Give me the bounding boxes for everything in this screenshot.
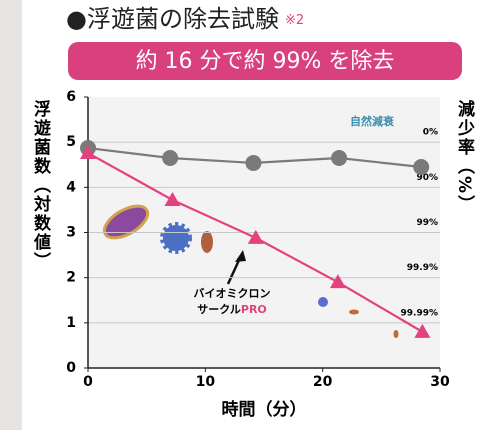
chart-title: ●浮遊菌の除去試験 ※2: [66, 5, 304, 33]
y2-tick-label: 99.9%: [407, 263, 438, 273]
y2-tick-label: 99%: [416, 218, 438, 228]
x-tick-label: 20: [313, 374, 333, 390]
annotation-suffix: PRO: [241, 303, 267, 316]
page-edge: [0, 0, 22, 430]
x-tick-label: 30: [430, 374, 450, 390]
microbe: [160, 222, 192, 254]
y-tick-label: 3: [66, 225, 76, 241]
annotation-arrowhead: [235, 250, 246, 262]
data-point: [331, 149, 348, 166]
data-point: [247, 229, 264, 244]
y2-tick-label: 0%: [423, 128, 438, 138]
subtitle: 約 16 分で約 99% を除去: [136, 49, 395, 74]
title-note: ※2: [285, 13, 304, 28]
y-tick-label: 6: [66, 89, 76, 105]
data-point: [329, 274, 346, 289]
microbe: [393, 330, 399, 338]
data-point: [164, 191, 181, 206]
data-point: [162, 149, 179, 166]
title-text: ●浮遊菌の除去試験: [66, 5, 279, 33]
y-tick-label: 5: [66, 134, 76, 150]
x-tick-label: 10: [196, 374, 216, 390]
annotation: サークルPRO: [197, 303, 267, 316]
data-point: [413, 159, 430, 176]
data-point: [245, 154, 262, 171]
annotation-text: サークル: [197, 303, 241, 316]
y-tick-label: 1: [66, 315, 76, 331]
y2-axis-label: 減少率（%）: [454, 99, 476, 214]
y-tick-label: 2: [66, 270, 76, 286]
x-tick-label: 0: [83, 374, 93, 390]
microbe: [201, 231, 213, 253]
annotation: バイオミクロン: [194, 287, 271, 300]
series-label: 自然減衰: [350, 114, 395, 128]
x-axis-label: 時間（分）: [222, 399, 307, 420]
data-point: [80, 145, 96, 160]
y2-tick-label: 99.99%: [401, 308, 439, 318]
y-tick-label: 0: [66, 360, 76, 376]
annotation-arrow: [226, 257, 242, 285]
y-tick-label: 4: [66, 179, 76, 195]
y2-tick-label: 90%: [416, 173, 438, 183]
banner: [68, 42, 462, 80]
y-axis-label: 浮遊菌数（対数値）: [30, 99, 52, 271]
microbe: [318, 297, 328, 307]
data-point: [414, 323, 431, 338]
microbe: [349, 309, 359, 315]
